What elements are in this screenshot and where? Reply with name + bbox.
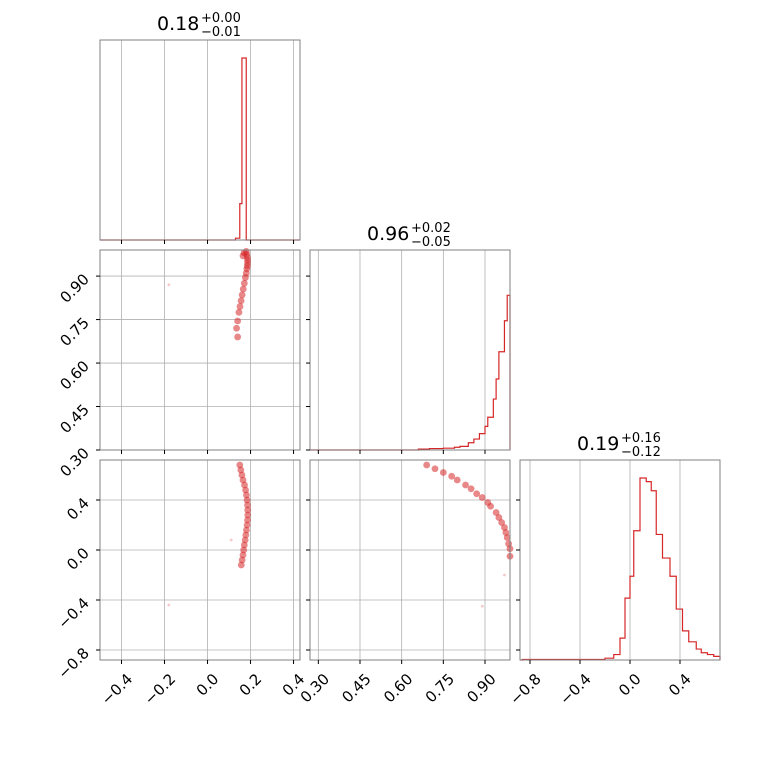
scatter-point bbox=[240, 279, 248, 287]
scatter-point bbox=[453, 476, 461, 484]
scatter-point bbox=[234, 317, 242, 325]
x-tick-label: 0.30 bbox=[297, 670, 333, 706]
scatter-point bbox=[167, 283, 171, 287]
title-plus-error: +0.16 bbox=[621, 431, 661, 446]
scatter-point bbox=[243, 526, 250, 534]
scatter-point bbox=[241, 274, 249, 281]
scatter-point bbox=[244, 501, 251, 509]
scatter-point bbox=[240, 546, 248, 554]
y-tick-label: 0.30 bbox=[56, 444, 92, 480]
title-minus-error: −0.01 bbox=[201, 25, 241, 40]
scatter-point bbox=[238, 291, 246, 299]
x-tick-label: 0.2 bbox=[236, 670, 266, 700]
x-tick-label: 0.0 bbox=[615, 670, 645, 700]
title-minus-error: −0.12 bbox=[621, 445, 661, 460]
scatter-point bbox=[243, 521, 251, 529]
histogram-step bbox=[520, 477, 721, 661]
panel-frame bbox=[99, 39, 301, 241]
histogram-step bbox=[310, 294, 511, 451]
scatter-point bbox=[244, 506, 252, 514]
scatter-point bbox=[244, 516, 251, 524]
scatter-point bbox=[229, 538, 233, 542]
title-minus-error: −0.05 bbox=[411, 235, 451, 250]
scatter-point bbox=[236, 303, 244, 310]
y-tick-label: 0.60 bbox=[56, 357, 92, 393]
scatter-point bbox=[237, 561, 245, 569]
scatter-point bbox=[243, 496, 251, 504]
y-tick-label: 0.0 bbox=[63, 544, 93, 574]
histogram-step bbox=[100, 57, 300, 241]
y-tick-label: 0.75 bbox=[56, 314, 92, 350]
x-tick-label: 0.45 bbox=[338, 670, 374, 706]
scatter-point bbox=[431, 465, 439, 473]
x-tick-label: 0.60 bbox=[380, 670, 416, 706]
scatter-point bbox=[487, 502, 494, 510]
scatter-point bbox=[467, 485, 475, 493]
scatter-point bbox=[241, 536, 249, 544]
scatter-point bbox=[503, 573, 506, 577]
x-tick-label: 0.75 bbox=[422, 670, 458, 706]
x-tick-label: −0.2 bbox=[141, 670, 179, 708]
gridlines bbox=[100, 40, 681, 660]
tick-layer: 0.300.450.600.750.90−0.8−0.40.00.4−0.4 −0… bbox=[54, 240, 695, 709]
panel-frames bbox=[99, 39, 721, 661]
scatter-point bbox=[498, 519, 506, 526]
panel-p2-title: 0.96 +0.02 −0.05 bbox=[367, 221, 451, 250]
y-tick-label: −0.4 bbox=[54, 594, 92, 632]
x-tick-label: 0.0 bbox=[193, 670, 223, 700]
scatter-point bbox=[492, 509, 500, 516]
panel-frame bbox=[309, 249, 511, 451]
panel-frame bbox=[519, 459, 721, 661]
scatter-point bbox=[242, 486, 249, 494]
scatter-point bbox=[235, 308, 243, 316]
panel-p1-title: 0.18 +0.00 −0.01 bbox=[157, 11, 241, 40]
scatter-point bbox=[244, 511, 252, 519]
scatter-point bbox=[240, 541, 248, 549]
scatter-point bbox=[473, 490, 481, 498]
title-value: 0.19 bbox=[577, 433, 619, 455]
x-tick-label: −0.8 bbox=[506, 670, 544, 708]
panel-frame bbox=[99, 249, 301, 451]
title-plus-error: +0.02 bbox=[411, 221, 451, 236]
title-value: 0.18 bbox=[157, 13, 199, 35]
y-tick-label: −0.8 bbox=[54, 644, 92, 682]
scatter-point bbox=[495, 514, 503, 521]
scatter-point bbox=[167, 603, 171, 607]
title-value: 0.96 bbox=[367, 223, 409, 245]
scatter-point bbox=[423, 461, 431, 469]
scatter-point bbox=[239, 285, 247, 293]
scatter-point bbox=[237, 297, 245, 305]
panel-frame bbox=[99, 459, 301, 661]
scatter-point bbox=[243, 491, 250, 499]
scatter-point bbox=[238, 556, 246, 564]
scatter-point bbox=[240, 249, 248, 257]
x-tick-label: 0.90 bbox=[463, 670, 499, 706]
scatter-point bbox=[462, 481, 469, 489]
scatter-point bbox=[480, 604, 484, 608]
scatter-point bbox=[239, 551, 247, 559]
scatter-point bbox=[478, 494, 486, 501]
y-tick-label: 0.90 bbox=[56, 270, 92, 306]
panel-frame bbox=[309, 459, 511, 661]
scatter-point bbox=[439, 469, 447, 476]
y-tick-label: 0.45 bbox=[56, 401, 92, 437]
scatter-point bbox=[242, 531, 250, 539]
y-tick-label: 0.4 bbox=[63, 494, 93, 524]
data-layer bbox=[100, 57, 721, 661]
scatter-point bbox=[503, 534, 511, 541]
x-tick-label: −0.4 bbox=[556, 670, 594, 708]
scatter-point bbox=[234, 333, 242, 341]
title-plus-error: +0.00 bbox=[201, 11, 241, 26]
panel-p3-title: 0.19 +0.16 −0.12 bbox=[577, 431, 661, 460]
scatter-point bbox=[233, 324, 240, 332]
x-tick-label: −0.4 bbox=[98, 670, 136, 708]
scatter-point bbox=[448, 472, 456, 480]
x-tick-label: 0.4 bbox=[665, 670, 695, 700]
